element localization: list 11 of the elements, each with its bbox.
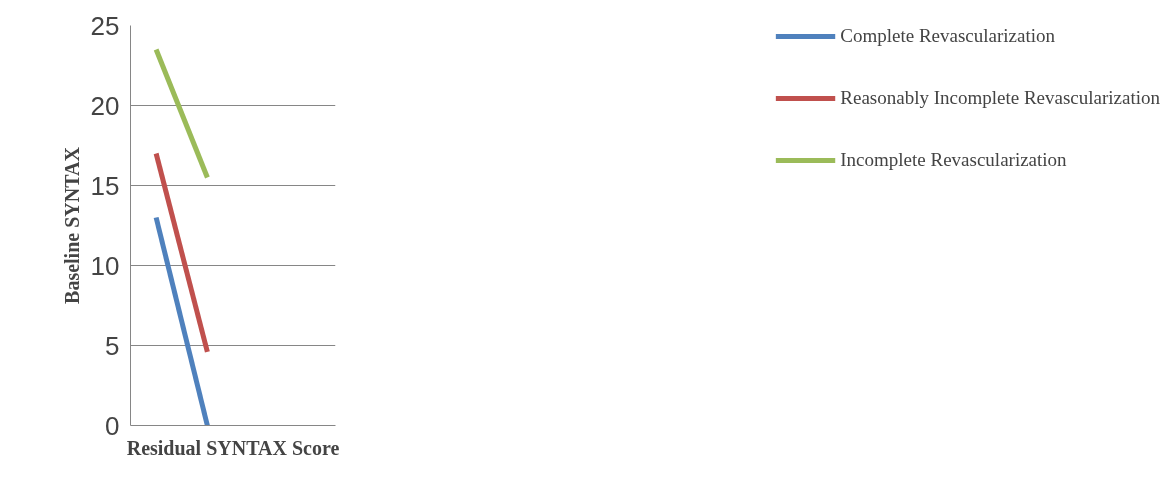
y-tick-label: 10 <box>90 250 120 281</box>
legend-label: Complete Revascularization <box>840 25 1056 47</box>
legend-label: Reasonably Incomplete Revascularization <box>840 87 1160 109</box>
y-tick-label: 20 <box>90 90 120 121</box>
y-tick-label: 5 <box>105 330 120 361</box>
y-tick-label: 25 <box>90 10 120 41</box>
y-axis-title: Baseline SYNTAX <box>60 146 83 304</box>
legend-label: Incomplete Revascularization <box>840 149 1067 171</box>
y-tick-label: 0 <box>105 410 120 441</box>
y-tick-label: 15 <box>90 170 120 201</box>
x-axis-title: Residual SYNTAX Score <box>126 436 340 459</box>
